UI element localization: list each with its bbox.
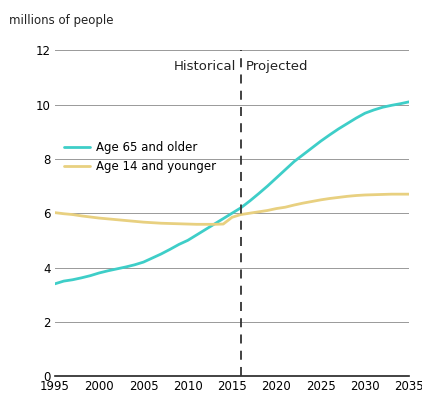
- Age 14 and younger: [371, 192, 376, 197]
- Age 14 and younger: [292, 203, 297, 208]
- Age 14 and younger: [114, 217, 119, 222]
- Line: Age 14 and younger: Age 14 and younger: [55, 194, 409, 224]
- Age 14 and younger: [168, 221, 173, 226]
- Age 65 and older: [61, 279, 66, 284]
- Age 65 and older: [114, 266, 119, 271]
- Age 14 and younger: [398, 192, 403, 197]
- Age 65 and older: [97, 270, 102, 275]
- Age 65 and older: [318, 139, 323, 144]
- Age 65 and older: [238, 205, 243, 210]
- Age 14 and younger: [97, 216, 102, 221]
- Age 65 and older: [203, 227, 208, 232]
- Age 65 and older: [327, 133, 332, 138]
- Age 65 and older: [247, 199, 252, 204]
- Age 65 and older: [79, 275, 84, 280]
- Age 65 and older: [123, 265, 128, 270]
- Age 65 and older: [150, 255, 155, 260]
- Age 14 and younger: [407, 192, 412, 197]
- Age 65 and older: [398, 101, 403, 106]
- Age 14 and younger: [159, 221, 164, 226]
- Text: Projected: Projected: [246, 60, 308, 73]
- Age 65 and older: [132, 263, 137, 268]
- Age 65 and older: [371, 107, 376, 112]
- Age 14 and younger: [176, 221, 181, 226]
- Age 65 and older: [88, 273, 93, 278]
- Age 14 and younger: [247, 211, 252, 216]
- Age 14 and younger: [354, 193, 359, 198]
- Age 65 and older: [274, 176, 279, 181]
- Text: Historical: Historical: [174, 60, 237, 73]
- Age 14 and younger: [283, 205, 288, 210]
- Age 65 and older: [256, 191, 261, 196]
- Age 65 and older: [159, 252, 164, 257]
- Age 65 and older: [185, 238, 190, 243]
- Age 14 and younger: [185, 222, 190, 227]
- Age 14 and younger: [238, 212, 243, 217]
- Age 14 and younger: [336, 195, 341, 200]
- Age 65 and older: [300, 152, 306, 157]
- Age 65 and older: [168, 247, 173, 252]
- Age 14 and younger: [203, 222, 208, 227]
- Age 14 and younger: [389, 192, 394, 197]
- Age 65 and older: [176, 242, 181, 247]
- Age 14 and younger: [123, 218, 128, 223]
- Age 14 and younger: [212, 222, 217, 227]
- Age 65 and older: [283, 167, 288, 172]
- Age 65 and older: [362, 111, 368, 116]
- Age 14 and younger: [274, 206, 279, 211]
- Age 14 and younger: [70, 212, 75, 217]
- Age 65 and older: [354, 116, 359, 121]
- Age 14 and younger: [52, 210, 57, 215]
- Age 14 and younger: [309, 199, 314, 204]
- Age 65 and older: [52, 281, 57, 286]
- Age 14 and younger: [265, 208, 270, 213]
- Age 14 and younger: [88, 214, 93, 219]
- Age 14 and younger: [221, 222, 226, 227]
- Age 14 and younger: [380, 192, 385, 197]
- Age 65 and older: [141, 260, 146, 265]
- Age 14 and younger: [362, 192, 368, 197]
- Age 65 and older: [265, 184, 270, 189]
- Age 65 and older: [221, 216, 226, 221]
- Line: Age 65 and older: Age 65 and older: [55, 102, 409, 284]
- Age 65 and older: [380, 105, 385, 110]
- Age 14 and younger: [256, 209, 261, 214]
- Age 65 and older: [345, 121, 350, 126]
- Age 14 and younger: [345, 194, 350, 199]
- Age 14 and younger: [106, 217, 111, 222]
- Age 14 and younger: [327, 196, 332, 201]
- Text: millions of people: millions of people: [9, 14, 113, 27]
- Age 65 and older: [106, 268, 111, 273]
- Age 65 and older: [407, 99, 412, 104]
- Age 65 and older: [212, 222, 217, 227]
- Legend: Age 65 and older, Age 14 and younger: Age 65 and older, Age 14 and younger: [64, 141, 216, 173]
- Age 65 and older: [194, 232, 199, 237]
- Age 14 and younger: [79, 214, 84, 219]
- Age 14 and younger: [61, 211, 66, 216]
- Age 14 and younger: [230, 215, 235, 220]
- Age 14 and younger: [318, 197, 323, 202]
- Age 65 and older: [70, 277, 75, 282]
- Age 14 and younger: [141, 219, 146, 224]
- Age 65 and older: [389, 103, 394, 108]
- Age 65 and older: [309, 145, 314, 150]
- Age 65 and older: [336, 127, 341, 132]
- Age 14 and younger: [150, 220, 155, 225]
- Age 14 and younger: [300, 201, 306, 206]
- Age 65 and older: [230, 211, 235, 216]
- Age 65 and older: [292, 159, 297, 164]
- Age 14 and younger: [132, 219, 137, 224]
- Age 14 and younger: [194, 222, 199, 227]
